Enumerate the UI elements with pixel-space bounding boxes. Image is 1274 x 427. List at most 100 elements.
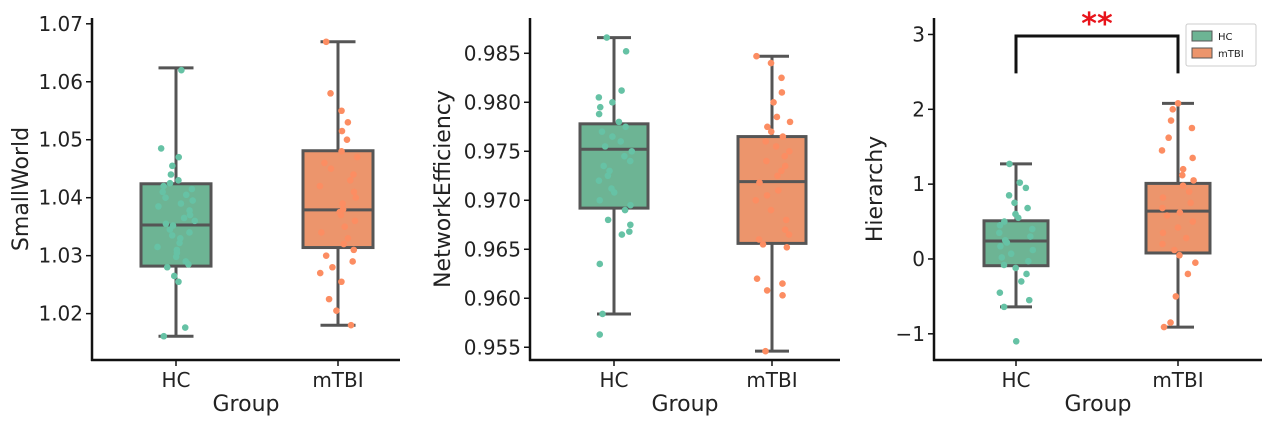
data-point (1182, 234, 1190, 242)
data-point (626, 228, 633, 235)
data-point (596, 260, 604, 268)
legend: HC mTBI (1185, 23, 1257, 67)
data-point (182, 258, 190, 265)
data-point (778, 74, 785, 82)
data-point (595, 110, 603, 118)
data-point (339, 200, 346, 207)
data-point (622, 48, 630, 55)
data-point (785, 231, 793, 238)
data-point (316, 182, 324, 190)
y-tick-label: −1 (896, 322, 925, 346)
data-point (1169, 105, 1177, 113)
box-mtbi (736, 52, 808, 355)
data-point (169, 162, 176, 170)
data-point (1172, 293, 1180, 300)
box-hc (139, 66, 213, 340)
data-point (609, 98, 616, 106)
data-point (783, 244, 791, 251)
data-point (1167, 117, 1175, 124)
data-point (160, 332, 168, 340)
legend-swatch-mtbi (1191, 47, 1213, 59)
y-axis-title: NetworkEfficiency (431, 90, 456, 288)
data-point (1174, 100, 1182, 107)
data-point (1024, 204, 1031, 212)
data-point (770, 98, 777, 106)
y-tick-label: 1 (912, 172, 925, 196)
y-tick-label: 1.03 (38, 244, 83, 268)
data-point (191, 217, 199, 225)
y-tick-label: 1.04 (38, 186, 83, 210)
data-point (327, 165, 335, 173)
data-point (596, 196, 604, 204)
y-tick-label: 2 (912, 97, 925, 121)
data-point (1174, 224, 1182, 231)
data-point (778, 167, 785, 175)
data-point (160, 182, 167, 190)
data-point (617, 138, 625, 145)
data-point (175, 278, 182, 286)
data-point (1018, 278, 1025, 285)
box-hc (982, 160, 1050, 345)
data-point (167, 171, 175, 178)
legend-label-hc: HC (1218, 32, 1233, 43)
data-point (1192, 259, 1199, 267)
data-point (1189, 154, 1196, 162)
data-point (781, 226, 789, 233)
data-point (325, 295, 333, 303)
x-tick-label: HC (1001, 368, 1030, 392)
y-tick-label: 0.975 (464, 139, 521, 163)
data-point (338, 107, 345, 115)
data-point (618, 231, 626, 238)
data-point (996, 221, 1004, 229)
data-point (350, 171, 357, 178)
data-point (344, 119, 352, 126)
data-point (1160, 323, 1168, 331)
data-point (767, 128, 775, 135)
data-point (1179, 182, 1187, 189)
data-point (175, 177, 182, 184)
legend-label-mtbi: mTBI (1218, 49, 1244, 60)
data-point (339, 205, 347, 213)
data-point (621, 152, 628, 160)
data-point (321, 159, 328, 167)
data-point (1000, 303, 1008, 311)
data-point (1000, 261, 1008, 269)
data-point (628, 147, 636, 155)
box-mtbi (1144, 100, 1212, 331)
data-point (349, 258, 356, 265)
x-tick-label: HC (161, 368, 190, 392)
data-point (603, 34, 611, 41)
data-point (180, 214, 188, 222)
data-point (1190, 177, 1197, 184)
data-point (1188, 124, 1196, 132)
data-point (606, 167, 613, 175)
iqr-box (301, 149, 375, 250)
data-point (1005, 192, 1013, 199)
significance-stars: ** (1081, 7, 1113, 42)
data-point (753, 275, 761, 282)
data-point (1023, 270, 1030, 278)
data-point (779, 133, 787, 140)
data-point (598, 128, 606, 135)
data-point (1007, 250, 1015, 258)
data-point (618, 87, 625, 94)
data-point (759, 241, 767, 248)
legend-swatch-hc (1191, 30, 1213, 42)
data-point (338, 127, 346, 135)
data-point (627, 201, 634, 209)
data-point (774, 172, 781, 180)
data-point (154, 243, 161, 251)
y-tick-label: 1.07 (38, 12, 83, 36)
data-point (996, 289, 1004, 296)
data-point (1016, 179, 1024, 186)
x-tick-label: mTBI (1152, 368, 1203, 392)
data-point (1001, 236, 1009, 244)
data-point (1189, 218, 1197, 225)
data-point (609, 133, 616, 140)
data-point (1185, 188, 1193, 195)
box-mtbi (301, 38, 375, 329)
data-point (595, 177, 603, 184)
data-point (778, 89, 786, 96)
data-point (752, 196, 760, 204)
y-tick-label: 0.985 (464, 41, 521, 65)
